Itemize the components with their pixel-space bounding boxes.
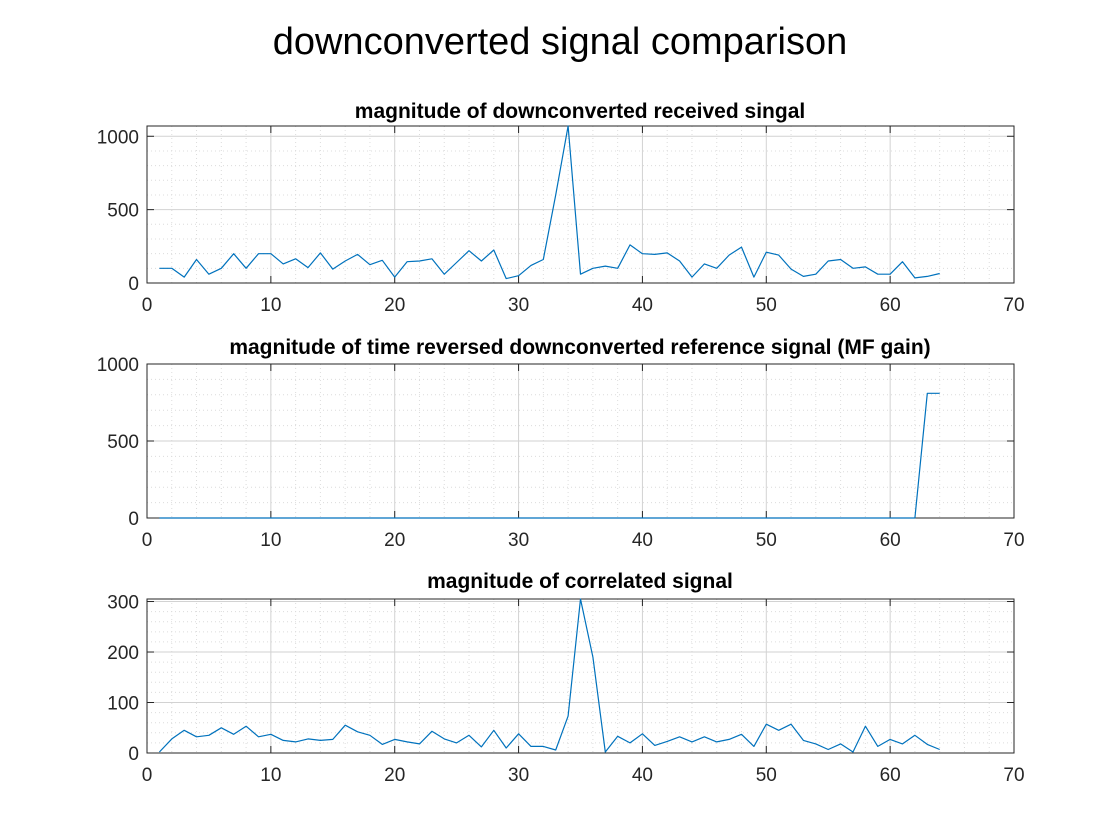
x-tick-label: 40	[632, 765, 653, 786]
series-line-reference	[159, 392, 940, 519]
y-tick-label: 0	[128, 509, 139, 530]
y-tick-label: 0	[128, 744, 139, 765]
series-line-received	[159, 125, 940, 280]
y-tick-label: 300	[107, 593, 139, 614]
x-tick-label: 0	[142, 530, 153, 551]
x-tick-label: 10	[260, 295, 281, 316]
x-tick-label: 10	[260, 765, 281, 786]
x-tick-label: 0	[142, 295, 153, 316]
figure-title: downconverted signal comparison	[273, 21, 848, 63]
x-tick-label: 70	[1003, 765, 1024, 786]
x-tick-label: 20	[384, 765, 405, 786]
subplot-received-signal: magnitude of downconverted received sing…	[97, 100, 1025, 316]
y-tick-label: 100	[107, 694, 139, 715]
x-tick-label: 50	[756, 765, 777, 786]
x-tick-label: 10	[260, 530, 281, 551]
subplot-correlated-signal: magnitude of correlated signal 0 10 20 30 40…	[107, 570, 1024, 786]
x-tick-label: 50	[756, 530, 777, 551]
x-tick-label: 20	[384, 295, 405, 316]
x-tick-label: 30	[508, 295, 529, 316]
x-tick-label: 20	[384, 530, 405, 551]
y-tick-label: 0	[128, 274, 139, 295]
x-tick-label: 50	[756, 295, 777, 316]
x-tick-label: 70	[1003, 295, 1024, 316]
subplot-title-reference: magnitude of time reversed downconverted…	[229, 336, 930, 359]
y-tick-label: 500	[107, 432, 139, 453]
x-tick-label: 70	[1003, 530, 1024, 551]
x-tick-label: 40	[632, 530, 653, 551]
x-tick-label: 30	[508, 765, 529, 786]
axes-box-received	[146, 125, 1015, 284]
x-tick-label: 60	[880, 765, 901, 786]
subplot-reference-signal: magnitude of time reversed downconverted…	[97, 336, 1025, 551]
x-tick-label: 60	[880, 530, 901, 551]
series-line-correlated	[158, 598, 940, 753]
y-tick-label: 500	[107, 201, 139, 222]
subplot-title-received: magnitude of downconverted received sing…	[355, 100, 805, 123]
x-tick-label: 60	[880, 295, 901, 316]
subplot-title-correlated: magnitude of correlated signal	[427, 570, 733, 593]
x-tick-label: 0	[142, 765, 153, 786]
y-tick-label: 1000	[97, 355, 139, 376]
x-tick-label: 40	[632, 295, 653, 316]
x-tick-label: 30	[508, 530, 529, 551]
y-tick-label: 1000	[97, 127, 139, 148]
y-tick-label: 200	[107, 643, 139, 664]
